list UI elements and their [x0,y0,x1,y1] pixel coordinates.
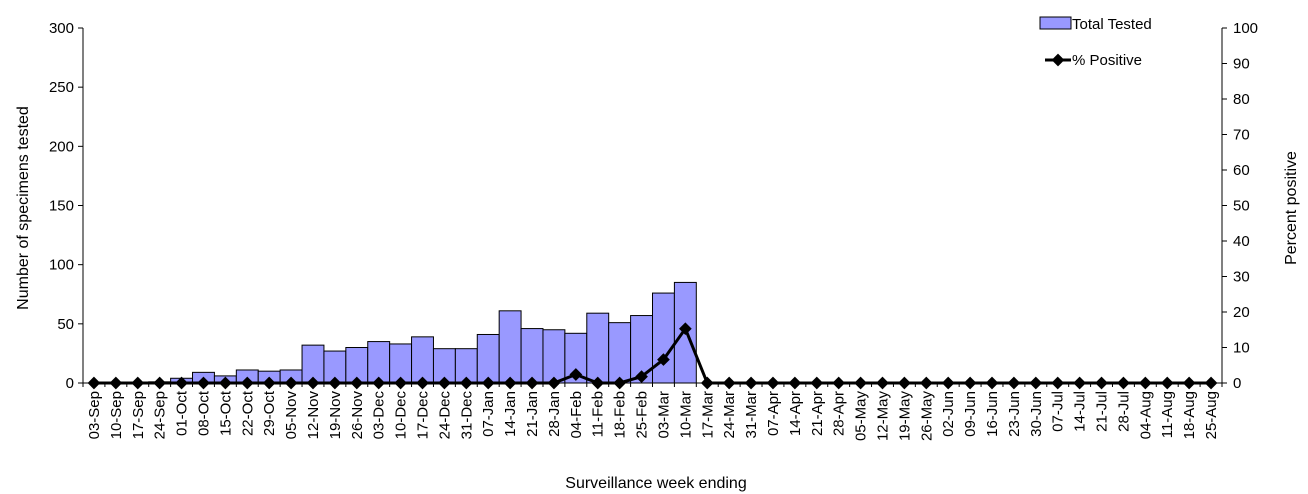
x-tick-label: 15-Oct [217,390,234,436]
y-tick-label: 0 [66,375,74,392]
x-tick-label: 28-Apr [831,391,848,436]
x-tick-label: 14-Jul [1072,391,1089,432]
x-tick-label: 19-Nov [327,391,344,440]
bar-28-Jan [542,329,566,384]
y-tick-label: 100 [49,257,74,274]
legend-swatch-percent-positive-marker [1051,53,1065,67]
x-tick-label: 01-Oct [174,390,191,436]
x-tick-label: 14-Apr [787,391,804,436]
x-tick-label: 08-Oct [195,390,212,436]
y2-tick-label: 30 [1233,269,1250,286]
x-tick-label: 24-Dec [436,391,453,440]
x-axis-tick-labels: 03-Sep 10-Sep 17-Sep 24-Sep 01-Oct 08-Oct 15-O… [86,390,1220,441]
legend: Total Tested % Positive [1039,16,1152,69]
x-tick-label: 09-Jun [962,391,979,437]
y-axis-title: Number of specimens tested [15,106,32,310]
bar-18-Feb [608,322,632,384]
x-tick-label: 12-Nov [305,391,322,440]
legend-label-percent-positive: % Positive [1072,52,1142,69]
x-tick-label: 18-Feb [612,391,629,439]
x-tick-label: 22-Oct [239,390,256,436]
y2-tick-label: 10 [1233,340,1250,357]
x-tick-label: 28-Jul [1115,391,1132,432]
x-tick-label: 31-Dec [458,391,475,440]
y2-axis-title: Percent positive [1283,151,1300,265]
x-tick-label: 29-Oct [261,390,278,436]
y-tick-label: 200 [49,138,74,155]
x-tick-label: 05-Nov [283,391,300,440]
legend-swatch-total-tested [1039,16,1072,30]
x-tick-label: 07-Jan [480,391,497,437]
x-tick-label: 17-Dec [415,391,432,440]
x-tick-label: 21-Jul [1094,391,1111,432]
x-tick-label: 24-Mar [721,391,738,439]
x-tick-label: 31-Mar [743,391,760,439]
x-tick-label: 03-Mar [655,391,672,439]
x-tick-label: 10-Dec [393,391,410,440]
x-tick-label: 19-May [896,391,913,442]
x-tick-label: 21-Apr [809,391,826,436]
x-tick-label: 24-Sep [152,391,169,439]
x-tick-label: 26-Nov [349,391,366,440]
y2-tick-label: 20 [1233,304,1250,321]
x-axis-title: Surveillance week ending [565,475,746,492]
y-tick-label: 50 [57,316,74,333]
x-tick-label: 30-Jun [1028,391,1045,437]
x-tick-label: 10-Mar [677,391,694,439]
x-tick-label: 28-Jan [546,391,563,437]
x-tick-label: 07-Apr [765,391,782,436]
y2-tick-label: 60 [1233,162,1250,179]
x-tick-label: 07-Jul [1050,391,1067,432]
x-tick-label: 04-Feb [568,391,585,439]
x-tick-label: 17-Sep [130,391,147,439]
bar-11-Feb [586,312,610,384]
x-tick-label: 04-Aug [1137,391,1154,439]
y2-tick-label: 70 [1233,127,1250,144]
bar-21-Jan [520,328,544,384]
x-tick-label: 18-Aug [1181,391,1198,439]
y2-tick-label: 0 [1233,375,1241,392]
x-tick-label: 12-May [874,391,891,442]
bar-14-Jan [498,310,522,384]
x-tick-label: 14-Jan [502,391,519,437]
x-tick-label: 23-Jun [1006,391,1023,437]
x-tick-label: 10-Sep [108,391,125,439]
y2-tick-label: 80 [1233,91,1250,108]
bar-07-Jan [476,333,500,384]
bar-series [148,281,697,384]
x-tick-label: 03-Sep [86,391,103,439]
x-tick-label: 25-Aug [1203,391,1220,439]
x-tick-label: 05-May [853,391,870,442]
x-tick-label: 03-Dec [371,391,388,440]
y-tick-label: 300 [49,20,74,37]
x-tick-label: 25-Feb [634,391,651,439]
y2-tick-label: 40 [1233,233,1250,250]
x-tick-label: 26-May [918,391,935,442]
y-tick-label: 150 [49,198,74,215]
x-tick-label: 11-Feb [590,391,607,437]
x-tick-label: 16-Jun [984,391,1001,437]
y2-tick-label: 100 [1233,20,1258,37]
bar-03-Mar [652,292,675,384]
x-tick-label: 02-Jun [940,391,957,437]
bar-17-Dec [411,336,434,384]
legend-label-total-tested: Total Tested [1072,16,1152,33]
y-tick-label: 250 [49,79,74,96]
x-tick-label: 21-Jan [524,391,541,437]
y2-tick-label: 90 [1233,56,1250,73]
x-tick-label: 11-Aug [1159,391,1176,438]
x-tick-label: 17-Mar [699,391,716,439]
axes: 0 50 100 150 200 250 300 0 10 20 30 40 50 60 70 80 90 100 [49,20,1258,392]
y2-tick-label: 50 [1233,198,1250,215]
